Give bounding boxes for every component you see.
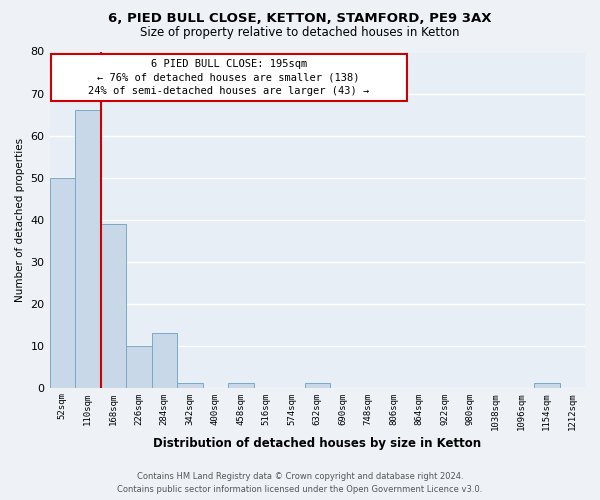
X-axis label: Distribution of detached houses by size in Ketton: Distribution of detached houses by size … [153, 437, 481, 450]
Text: Size of property relative to detached houses in Ketton: Size of property relative to detached ho… [140, 26, 460, 39]
Bar [75, 110, 101, 388]
Bar [126, 346, 152, 388]
Text: Contains HM Land Registry data © Crown copyright and database right 2024.
Contai: Contains HM Land Registry data © Crown c… [118, 472, 482, 494]
Bar [228, 384, 254, 388]
Bar [152, 333, 177, 388]
Bar [101, 224, 126, 388]
Bar [51, 54, 407, 101]
Y-axis label: Number of detached properties: Number of detached properties [15, 138, 25, 302]
Bar [50, 178, 75, 388]
Bar [305, 384, 330, 388]
Bar [177, 384, 203, 388]
Bar [534, 384, 560, 388]
Text: 6 PIED BULL CLOSE: 195sqm
← 76% of detached houses are smaller (138)
24% of semi: 6 PIED BULL CLOSE: 195sqm ← 76% of detac… [88, 59, 369, 96]
Text: 6, PIED BULL CLOSE, KETTON, STAMFORD, PE9 3AX: 6, PIED BULL CLOSE, KETTON, STAMFORD, PE… [108, 12, 492, 26]
